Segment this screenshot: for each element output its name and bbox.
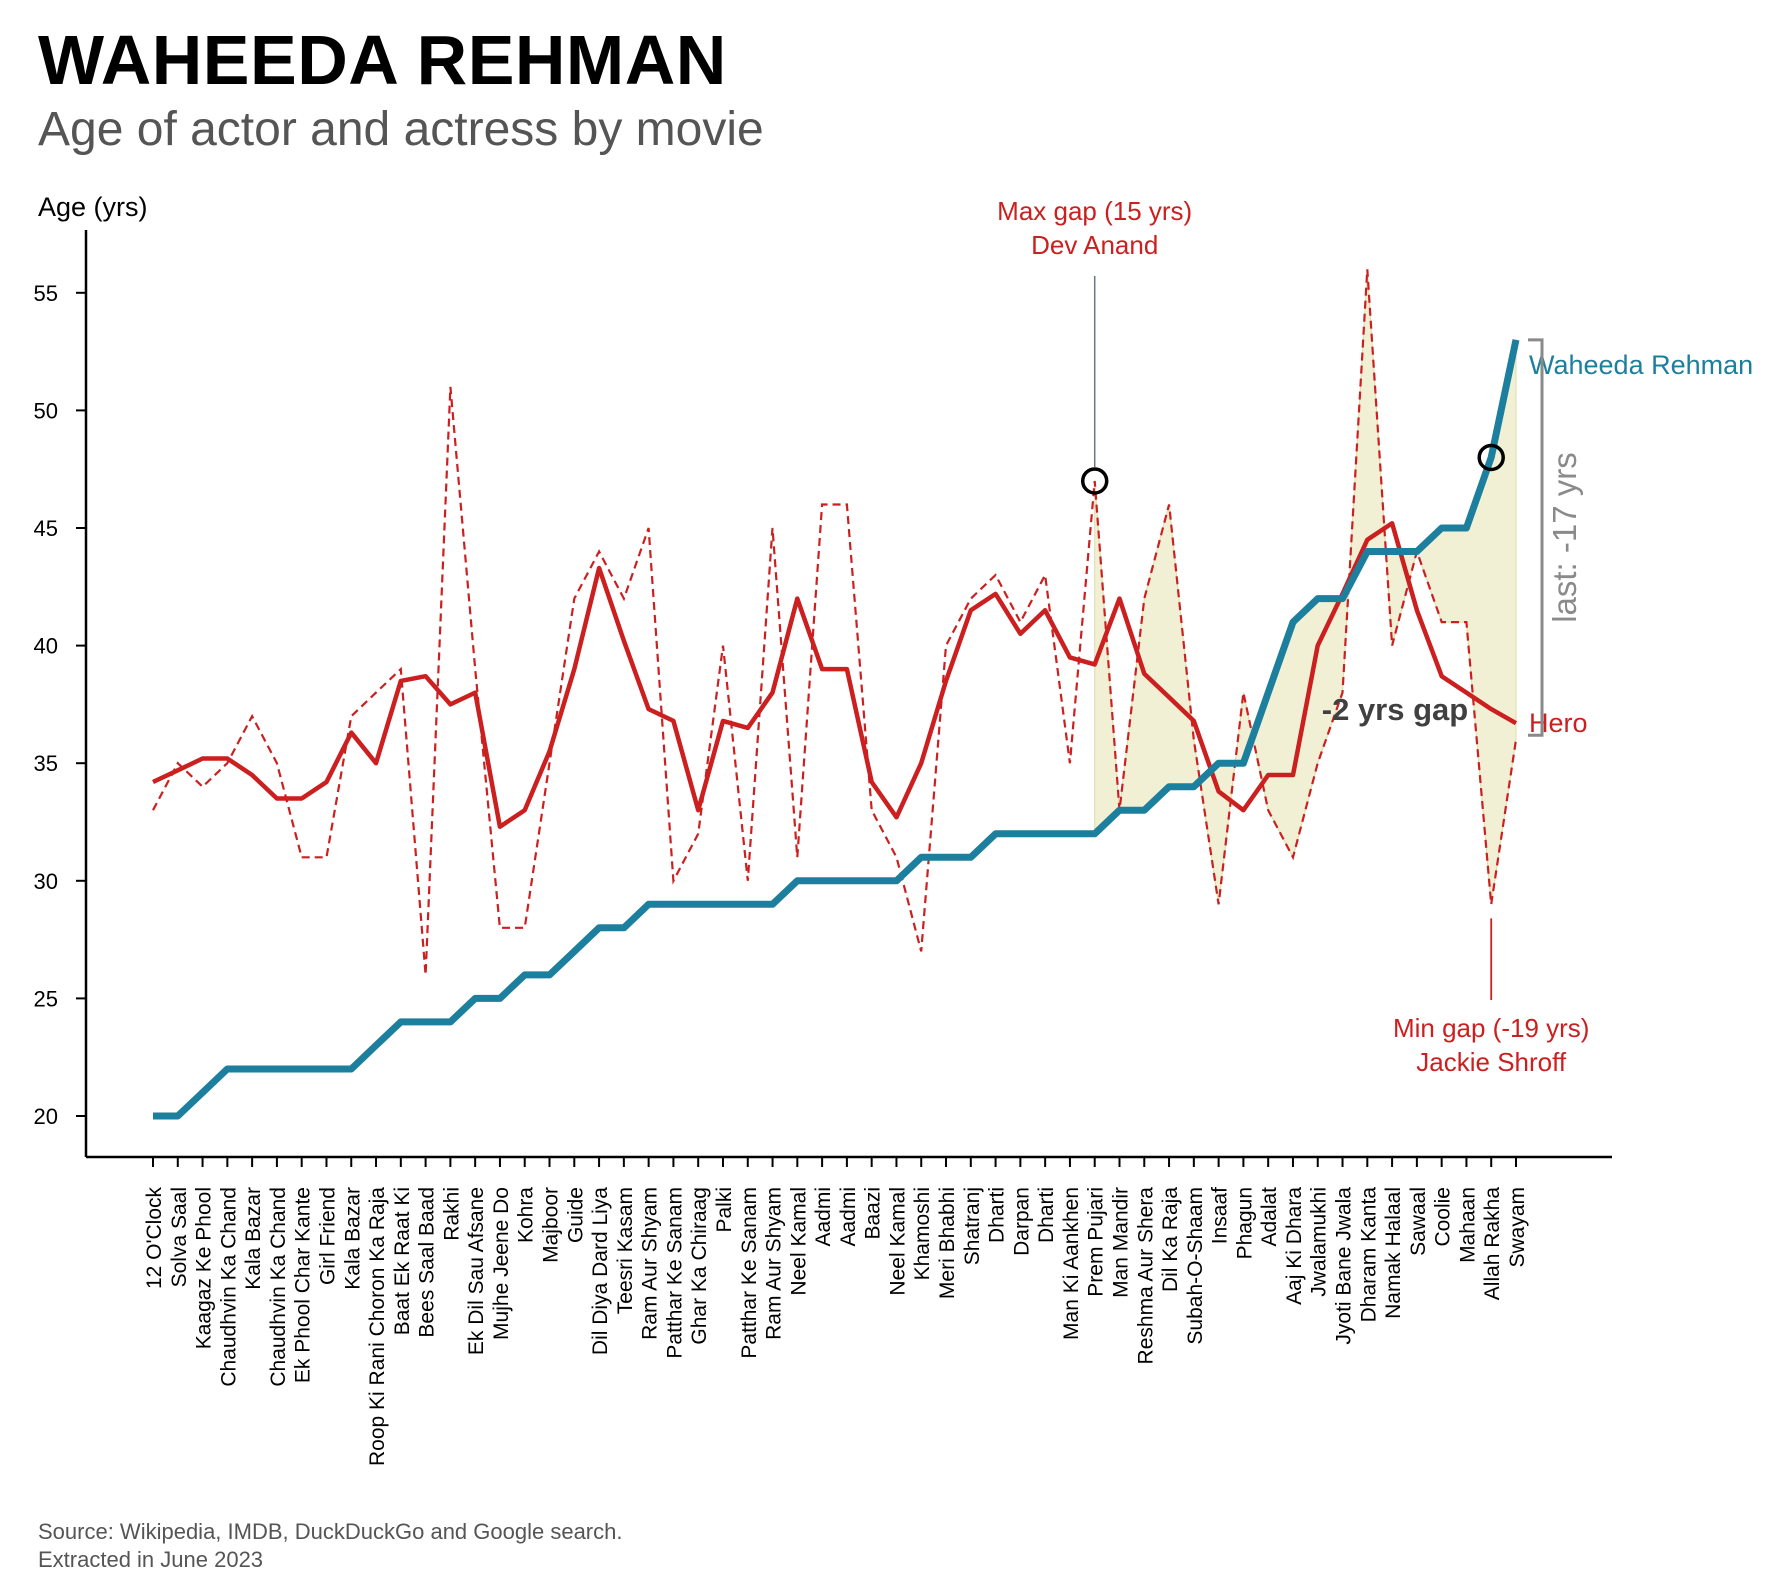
x-tick-label: Reshma Aur Shera [1134, 1187, 1157, 1365]
x-tick-label: Rakhi [440, 1187, 463, 1241]
x-tick-label: Allah Rakha [1481, 1187, 1504, 1301]
x-tick-label: Prem Pujari [1085, 1187, 1108, 1297]
x-tick-label: Patthar Ke Sanam [738, 1187, 761, 1359]
x-tick-label: Jyoti Bane Jwala [1333, 1187, 1356, 1345]
y-tick-label: 30 [34, 869, 58, 894]
last-gap-label: last: -17 yrs [1546, 452, 1583, 623]
x-tick-label: Ram Aur Shyam [639, 1187, 662, 1340]
y-tick-label: 25 [34, 986, 58, 1011]
y-tick-label: 45 [34, 516, 58, 541]
x-tick-label: 12 O'Clock [143, 1187, 166, 1290]
x-tick-label: Baat Ek Raat Ki [391, 1187, 414, 1335]
last-gap-bracket [1528, 338, 1544, 737]
x-tick-label: Chaudhvin Ka Chand [267, 1187, 290, 1387]
x-tick-label: Darpan [1010, 1187, 1033, 1256]
x-tick-label: Kaagaz Ke Phool [193, 1187, 216, 1349]
x-tick-label: Ram Aur Shyam [763, 1187, 786, 1340]
x-tick-label: Dharam Kanta [1357, 1187, 1380, 1323]
hero-average-line [152, 521, 1518, 829]
annotation-leaders [1093, 276, 1493, 1000]
min-gap-label: Jackie Shroff [1416, 1047, 1567, 1077]
x-tick-label: Girl Friend [316, 1187, 339, 1285]
y-tick-label: 20 [34, 1104, 58, 1129]
y-tick-label: 35 [34, 751, 58, 776]
x-tick-label: Mahaan [1456, 1187, 1479, 1263]
x-tick-label: Insaaf [1209, 1187, 1232, 1244]
x-tick-label: Jwalamukhi [1308, 1187, 1331, 1297]
y-tick-label: 40 [34, 634, 58, 659]
x-tick-label: Man Mandir [1109, 1187, 1132, 1298]
x-tick-label: Sawaal [1407, 1187, 1430, 1256]
chart-title: WAHEEDA REHMAN [38, 21, 727, 99]
x-tick-label: Aadmi [837, 1187, 860, 1247]
x-tick-label: Bees Saal Baad [416, 1187, 439, 1338]
x-tick-label: Ek Dil Sau Afsane [465, 1187, 488, 1355]
max-gap-marker [1080, 467, 1109, 495]
x-tick-label: Kala Bazar [341, 1187, 364, 1290]
actress-age-line [153, 339, 1520, 1120]
x-tick-label: Kala Bazar [242, 1187, 265, 1290]
series-lines [152, 269, 1520, 1120]
x-tick-label: Guide [564, 1187, 587, 1243]
x-tick-label: Solva Saal [168, 1187, 191, 1287]
x-tick-label: Adalat [1258, 1187, 1281, 1247]
y-axis-label: Age (yrs) [38, 192, 148, 222]
actress-series-label: Waheeda Rehman [1529, 350, 1753, 380]
max-gap-label: Dev Anand [1031, 230, 1158, 260]
y-tick-labels: 20 25 30 35 40 45 50 55 [34, 281, 86, 1129]
x-tick-label: Shatranj [961, 1187, 984, 1265]
x-tick-label: Neel Kamal [886, 1187, 909, 1296]
x-tick-label: Man Ki Aankhen [1060, 1187, 1083, 1340]
y-tick-label: 50 [34, 398, 58, 423]
x-tick-label: Namak Halaal [1382, 1187, 1405, 1319]
source-line: Source: Wikipedia, IMDB, DuckDuckGo and … [38, 1519, 623, 1544]
x-tick-label: Mujhe Jeene Do [490, 1187, 513, 1340]
axes [84, 230, 1612, 1159]
x-tick-label: Dharti [986, 1187, 1009, 1243]
x-tick-label: Baazi [862, 1187, 885, 1240]
x-tick-label: Ek Phool Char Kante [292, 1187, 315, 1383]
x-tick-label: Khamoshi [911, 1187, 934, 1280]
x-tick-label: Majboor [540, 1187, 563, 1263]
max-gap-label: Max gap (15 yrs) [997, 196, 1192, 226]
x-tick-label: Chaudhvin Ka Chand [217, 1187, 240, 1387]
min-gap-label: Min gap (-19 yrs) [1393, 1013, 1590, 1043]
x-tick-label: Swayam [1506, 1187, 1529, 1268]
min-gap-marker [1477, 443, 1505, 472]
x-tick-label: Dil Diya Dard Liya [589, 1187, 612, 1355]
gap-label: -2 yrs gap [1322, 692, 1468, 727]
x-tick-label: Neel Kamal [787, 1187, 810, 1296]
x-tick-label: Dharti [1035, 1187, 1058, 1243]
x-tick-label: Meri Bhabhi [936, 1187, 959, 1299]
source-line: Extracted in June 2023 [38, 1547, 264, 1572]
x-tick-label: Coolie [1432, 1187, 1455, 1247]
x-tick-label: Ghar Ka Chiraag [688, 1187, 711, 1345]
x-tick-label: Kohra [515, 1187, 538, 1243]
x-tick-label: Aadmi [812, 1187, 835, 1247]
x-tick-label: Roop Ki Rani Choron Ka Raja [366, 1187, 389, 1466]
annotations: Age (yrs) Waheeda Rehman Hero last: -17 yrs… [38, 192, 1753, 1077]
hero-age-line [152, 269, 1518, 975]
source-note: Source: Wikipedia, IMDB, DuckDuckGo and … [38, 1518, 622, 1574]
chart-subtitle: Age of actor and actress by movie [38, 103, 764, 156]
x-tick-label: Palki [713, 1187, 736, 1233]
y-tick-label: 55 [34, 281, 58, 306]
x-tick-label: Subah-O-Shaam [1184, 1187, 1207, 1345]
x-tick-label: Aaj Ki Dhara [1283, 1187, 1306, 1305]
x-tick-label: Phagun [1233, 1187, 1256, 1259]
hero-series-label: Hero [1529, 708, 1588, 738]
x-tick-labels: 12 O'Clock Solva Saal Kaagaz Ke Phool Chaud… [143, 1157, 1529, 1466]
x-tick-label: Patthar Ke Sanam [663, 1187, 686, 1359]
x-tick-label: Teesri Kasam [614, 1187, 637, 1314]
x-tick-label: Dil Ka Raja [1159, 1187, 1182, 1292]
